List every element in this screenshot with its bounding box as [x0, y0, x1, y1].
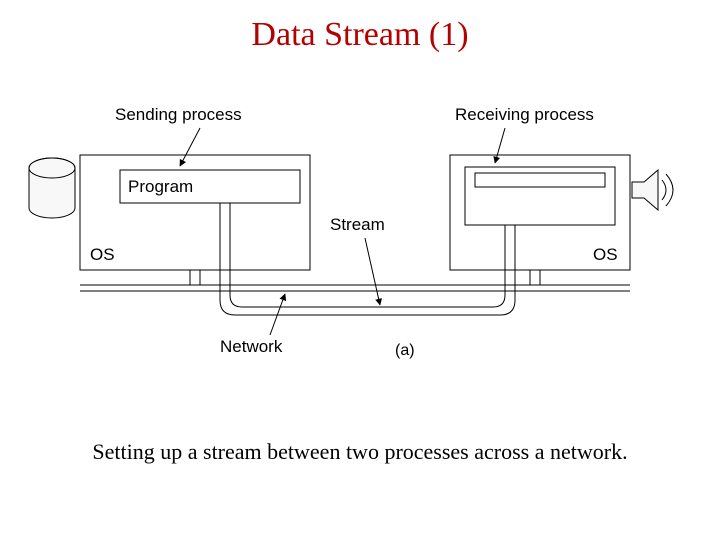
os-left-label: OS: [90, 245, 115, 264]
stream-arrow: [365, 238, 380, 305]
subfigure-label: (a): [395, 342, 415, 359]
stream-label: Stream: [330, 215, 385, 234]
cylinder-icon: [29, 158, 75, 218]
recv-slot: [475, 173, 605, 187]
page-title: Data Stream (1): [0, 16, 720, 54]
network-label: Network: [220, 337, 283, 356]
diagram: Program OS OS Sending process Receiving …: [0, 70, 720, 390]
os-right-label: OS: [593, 245, 618, 264]
caption-text: Setting up a stream between two processe…: [0, 439, 720, 465]
program-label: Program: [128, 177, 193, 196]
sending-label: Sending process: [115, 105, 242, 124]
speaker-icon: [632, 170, 673, 210]
receiving-label: Receiving process: [455, 105, 594, 124]
